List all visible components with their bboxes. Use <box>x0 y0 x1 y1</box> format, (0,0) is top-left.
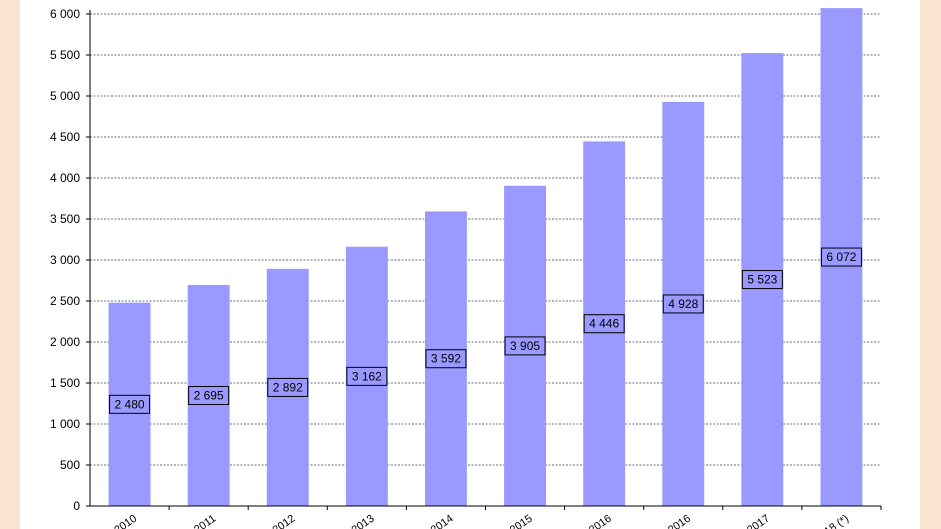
data-label-box <box>741 270 783 290</box>
bars <box>108 8 863 507</box>
data-label: 2 695 <box>194 389 224 403</box>
data-label: 4 446 <box>589 317 619 331</box>
data-label-box <box>425 349 467 369</box>
y-tick-label: 500 <box>60 458 80 472</box>
x-tick-label: 2018 (*) <box>812 513 851 529</box>
data-label-box <box>504 336 546 356</box>
x-tick-labels: 2010 2011 2012 2013 2014 2015 2016 2016 2017 2018… <box>112 513 851 529</box>
y-tick-label: 1 500 <box>50 376 80 390</box>
x-tick-label: 2016 <box>587 513 614 529</box>
data-label: 4 928 <box>668 297 698 311</box>
data-label-box <box>267 377 309 397</box>
data-label: 3 162 <box>352 369 382 383</box>
y-tick-label: 3 500 <box>50 212 80 226</box>
x-tick-label: 2011 <box>192 513 218 529</box>
data-label-box <box>109 394 151 414</box>
x-tick-label: 2017 <box>745 513 772 529</box>
y-tick-label: 4 500 <box>50 130 80 144</box>
x-tick-label: 2013 <box>350 513 377 529</box>
y-tick-label: 4 000 <box>50 171 80 185</box>
data-label: 2 892 <box>273 380 303 394</box>
x-tick-label: 2010 <box>112 513 139 529</box>
data-labels: 2 480 2 695 2 892 3 162 3 592 3 905 4 446 4 928… <box>109 247 862 414</box>
y-tick-label: 2 000 <box>50 335 80 349</box>
data-label: 3 905 <box>510 339 540 353</box>
data-label: 3 592 <box>431 352 461 366</box>
y-tick-label: 1 000 <box>50 417 80 431</box>
x-tick-label: 2016 <box>666 513 693 529</box>
y-tick-label: 5 500 <box>50 48 80 62</box>
data-label-box <box>346 366 388 386</box>
y-tick-label: 2 500 <box>50 294 80 308</box>
x-tick-label: 2012 <box>271 513 298 529</box>
axes <box>86 10 882 510</box>
x-tick-label: 2015 <box>508 513 535 529</box>
y-tick-label: 6 000 <box>50 7 80 21</box>
data-label: 5 523 <box>747 273 777 287</box>
data-label-box <box>662 294 704 314</box>
x-tick-label: 2014 <box>429 513 456 529</box>
data-label-box <box>188 386 230 406</box>
y-tick-label: 5 000 <box>50 89 80 103</box>
data-label: 2 480 <box>115 397 145 411</box>
y-tick-labels: 0 500 1 000 1 500 2 000 2 500 3 000 3 500 4 000 4… <box>50 7 80 513</box>
data-label: 6 072 <box>826 250 856 264</box>
data-label-box <box>820 247 862 267</box>
y-tick-label: 0 <box>73 499 80 513</box>
y-tick-label: 3 000 <box>50 253 80 267</box>
data-label-box <box>583 314 625 334</box>
